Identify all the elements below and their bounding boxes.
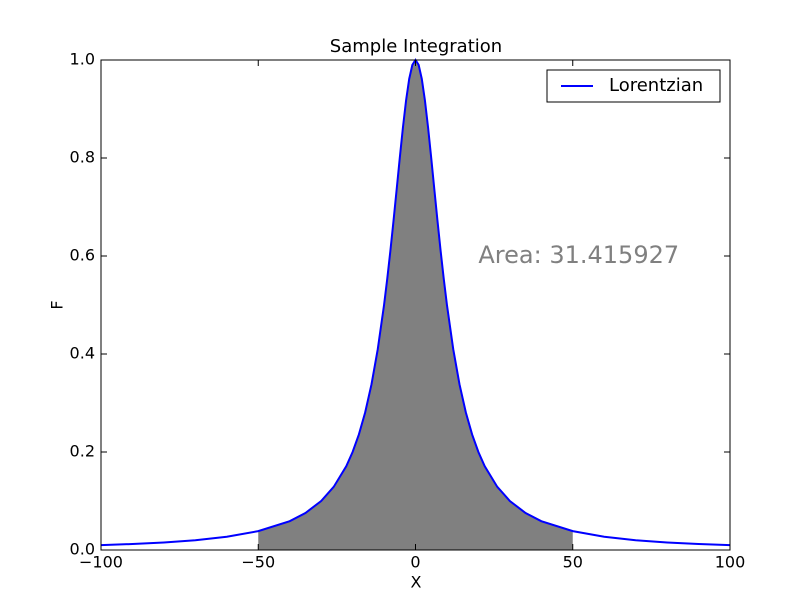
y-tick-label: 0.0: [70, 540, 95, 559]
y-tick-label: 1.0: [70, 50, 95, 69]
y-tick-label: 0.8: [70, 148, 95, 167]
x-tick-label: 100: [715, 553, 746, 572]
y-axis-label: F: [48, 300, 67, 309]
x-axis-label: X: [411, 573, 422, 592]
y-tick-label: 0.2: [70, 442, 95, 461]
x-tick-label: 50: [563, 553, 583, 572]
x-tick-label: −100: [79, 553, 123, 572]
x-tick-label: 0: [410, 553, 420, 572]
x-tick-label: −50: [241, 553, 275, 572]
legend-label: Lorentzian: [609, 75, 703, 96]
chart-title: Sample Integration: [330, 36, 502, 57]
filled-area: [258, 60, 573, 550]
annotation: Area: 31.415927: [478, 241, 679, 269]
y-tick-label: 0.4: [70, 344, 95, 363]
y-tick-label: 0.6: [70, 246, 95, 265]
